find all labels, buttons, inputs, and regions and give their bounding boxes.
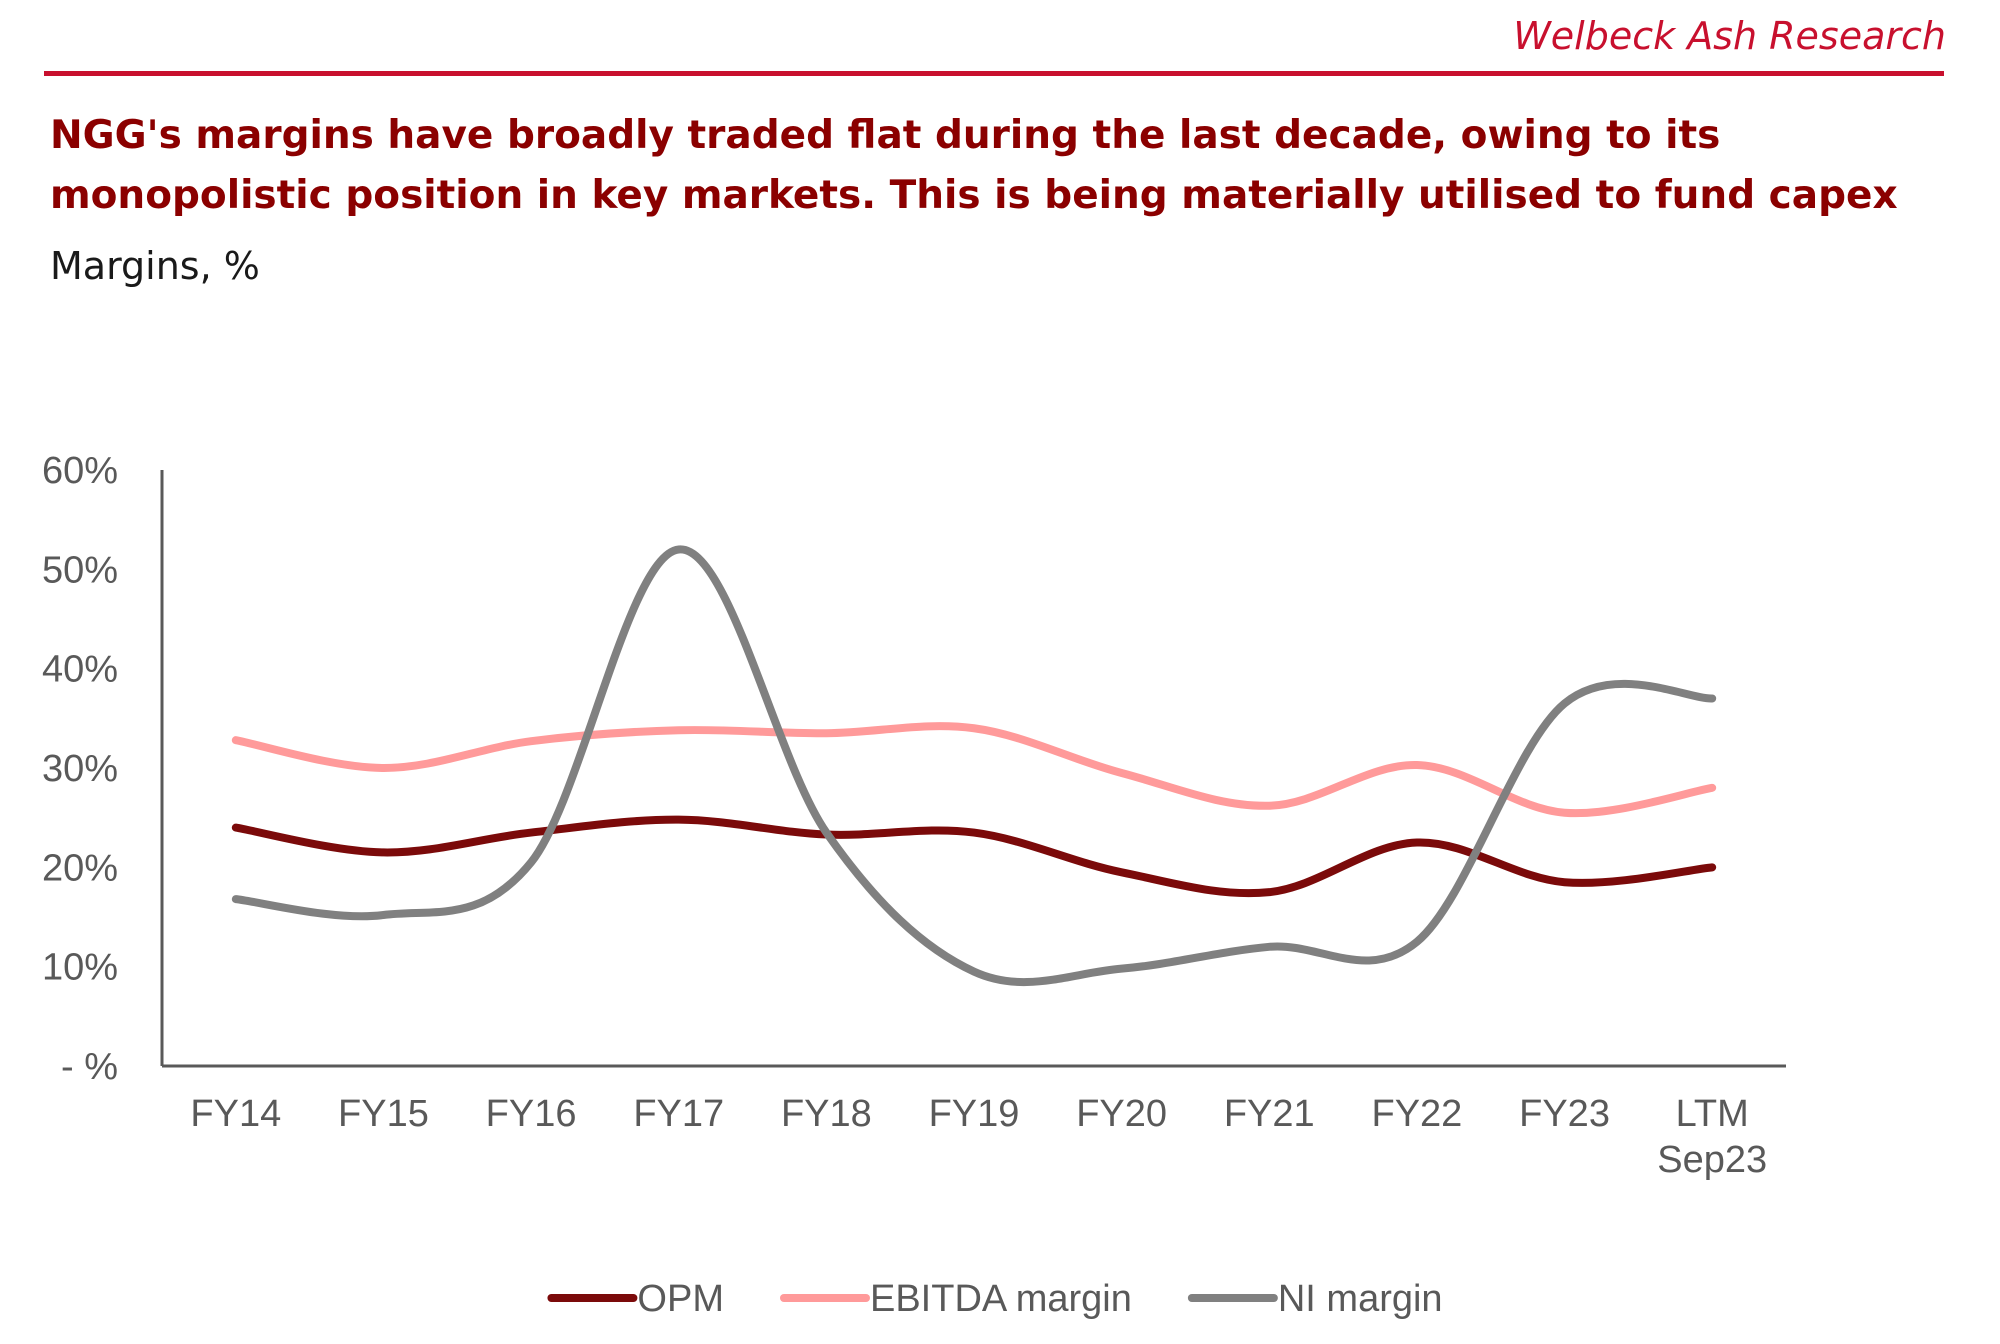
x-tick-label: FY16 xyxy=(486,1093,577,1135)
legend-item: OPM xyxy=(547,1278,724,1320)
legend-label: EBITDA margin xyxy=(870,1278,1132,1320)
x-tick-label: FY15 xyxy=(338,1093,429,1135)
x-axis-tick-labels: FY14 FY15 FY16 FY17 FY18 FY19 FY20 FY21 FY22 FY23… xyxy=(190,1093,1767,1181)
legend-item: NI margin xyxy=(1187,1278,1443,1320)
legend-label: NI margin xyxy=(1278,1278,1443,1320)
chart-legend: OPM EBITDA margin NI margin xyxy=(547,1278,1443,1320)
y-tick-label: 10% xyxy=(42,947,118,989)
x-tick-label: LTM Sep23 xyxy=(1657,1093,1767,1181)
y-tick-label: 40% xyxy=(42,649,118,691)
source-label: Welbeck Ash Research xyxy=(1513,14,1946,58)
chart-axes xyxy=(160,470,1786,1068)
series-line-opm xyxy=(231,815,1717,898)
x-tick-label: FY14 xyxy=(190,1093,281,1135)
y-tick-label: 50% xyxy=(42,549,118,591)
x-tick-label: FY19 xyxy=(929,1093,1020,1135)
x-tick-label: FY21 xyxy=(1224,1093,1315,1135)
legend-label: OPM xyxy=(637,1278,724,1320)
series-line-ni-margin xyxy=(231,545,1717,987)
chart-subtitle: Margins, % xyxy=(50,244,260,288)
y-tick-label: 20% xyxy=(42,847,118,889)
y-tick-label: - % xyxy=(61,1046,118,1088)
header-rule xyxy=(44,71,1944,76)
x-tick-label: FY17 xyxy=(633,1093,724,1135)
x-tick-label: FY18 xyxy=(781,1093,872,1135)
y-axis-tick-labels: - % 10% 20% 30% 40% 50% 60% xyxy=(42,450,118,1088)
y-tick-label: 30% xyxy=(42,748,118,790)
x-tick-label: FY22 xyxy=(1371,1093,1462,1135)
x-tick-label: FY23 xyxy=(1519,1093,1610,1135)
series-lines xyxy=(231,545,1717,987)
chart-headline: NGG's margins have broadly traded flat d… xyxy=(50,113,1898,218)
legend-item: EBITDA margin xyxy=(779,1278,1132,1320)
y-tick-label: 60% xyxy=(42,450,118,492)
x-tick-label: FY20 xyxy=(1076,1093,1167,1135)
series-line-ebitda-margin xyxy=(231,722,1717,818)
